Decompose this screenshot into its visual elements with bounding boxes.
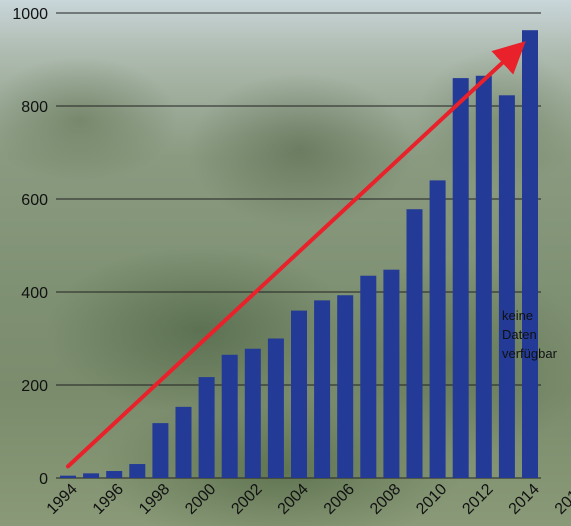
x-tick-label-1998: 1998	[136, 481, 173, 518]
bar-1999	[175, 406, 192, 478]
bar-2005	[314, 300, 331, 478]
trend-arrow	[66, 41, 526, 469]
bar-2010	[429, 180, 446, 478]
bar-2004	[291, 310, 307, 478]
bar-2009	[406, 209, 423, 479]
x-tick-label-2010: 2010	[413, 481, 450, 518]
bar-1998	[152, 423, 169, 478]
x-tick-label-2014: 2014	[506, 481, 543, 518]
x-tick-label-1996: 1996	[90, 481, 127, 518]
y-tick-label-1000: 1000	[12, 6, 48, 23]
annotation-line-2: Daten	[502, 327, 537, 342]
bar-2014	[522, 30, 538, 479]
bar-2013	[498, 95, 515, 479]
x-tick-label-2008: 2008	[367, 481, 404, 518]
y-tick-label-0: 0	[39, 471, 48, 488]
x-tick-label-2006: 2006	[321, 481, 358, 518]
bar-2008	[383, 269, 400, 478]
y-tick-label-200: 200	[21, 378, 48, 395]
y-tick-label-400: 400	[21, 285, 48, 302]
x-tick-label-2004: 2004	[275, 481, 312, 518]
annotation-line-1: keine	[502, 308, 533, 323]
bar-2011	[452, 78, 469, 478]
x-tick-label-1994: 1994	[44, 481, 81, 518]
y-tick-label-800: 800	[21, 99, 48, 116]
bar-1994	[60, 475, 76, 478]
x-tick-label-2016: 2016	[552, 481, 571, 518]
annotation-line-3: verfügbar	[502, 346, 558, 361]
x-tick-label-2012: 2012	[459, 481, 496, 518]
bar-2000	[198, 377, 215, 478]
bar-1996	[106, 471, 123, 478]
bar-2012	[475, 75, 492, 479]
bar-2006	[337, 295, 354, 478]
x-tick-label-2000: 2000	[182, 481, 219, 518]
bar-1997	[129, 464, 146, 478]
bar-2003	[267, 338, 284, 478]
y-tick-label-600: 600	[21, 192, 48, 209]
bar-2007	[360, 275, 377, 478]
bar-1995	[83, 473, 100, 478]
bar-2002	[244, 348, 261, 478]
x-tick-label-2002: 2002	[228, 481, 265, 518]
bar-2001	[221, 354, 238, 478]
